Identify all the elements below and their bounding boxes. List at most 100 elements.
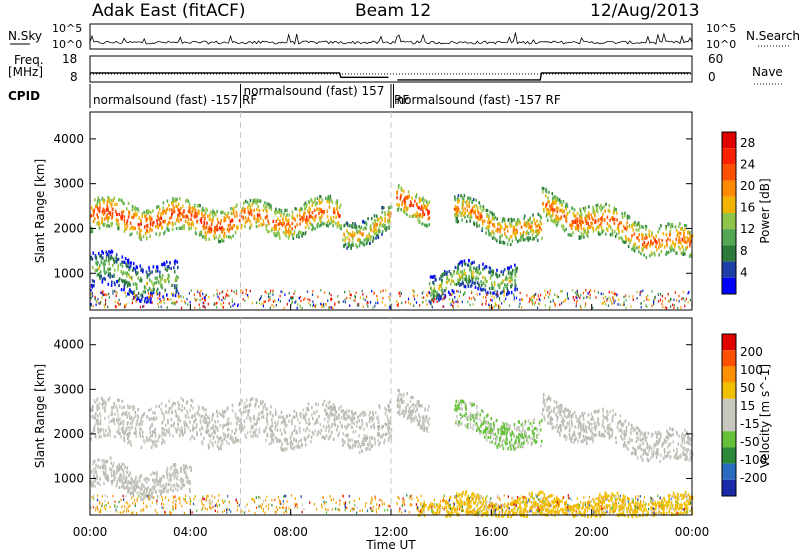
power-cell [454,283,456,286]
power-noise-cell [105,303,106,306]
velocity-cell [241,414,243,417]
velocity-cell [123,437,125,440]
power-cell [267,219,269,222]
power-cell [283,214,285,217]
velocity-cell [100,414,102,417]
power-cell [504,228,506,231]
velocity-cell [362,441,364,444]
power-noise-cell [681,298,682,301]
power-cell [258,224,260,227]
velocity-cell [202,406,204,409]
power-noise-cell [658,300,659,303]
power-noise-cell [259,299,260,302]
power-noise-cell [576,305,577,308]
power-noise-cell [91,303,92,306]
power-noise-cell [617,303,618,306]
velocity-cell [293,416,295,419]
velocity-cell [254,417,256,420]
power-cell [256,225,258,228]
velocity-cell [354,422,356,425]
power-cell [109,258,111,261]
velocity-cell [476,422,478,425]
power-cell [689,255,691,258]
velocity-cell [208,443,210,446]
power-noise-cell [250,290,251,293]
power-cell [328,197,330,200]
power-cell [364,221,366,224]
power-cell [146,270,148,273]
power-cell [241,210,243,213]
power-noise-cell [577,292,578,295]
power-cell [558,207,560,210]
power-cell [452,289,454,292]
velocity-cell [534,427,536,430]
power-cell [416,203,418,206]
power-cell [422,222,424,225]
power-cell [458,281,460,284]
power-cell [217,218,219,221]
velocity-cell [255,403,257,406]
power-cell [635,221,637,224]
power-cell [638,245,640,248]
power-cell [229,228,231,231]
velocity-cell [311,414,313,417]
power-cell [161,276,163,279]
power-cell [179,197,181,200]
power-cell [212,209,214,212]
velocity-cell [275,425,277,428]
power-noise-cell [284,294,285,297]
velocity-cell [102,406,104,409]
power-cell [312,211,314,214]
power-noise-cell [383,290,384,293]
velocity-cell [300,446,302,449]
power-cell [362,233,364,236]
power-noise-cell [389,296,390,299]
power-cell [587,222,589,225]
power-cell [258,220,260,223]
power-noise-cell [501,302,502,305]
velocity-cell [403,415,405,418]
velocity-cell [162,438,164,441]
velocity-cell [241,426,243,429]
power-cell [457,214,459,217]
power-noise-cell [132,302,133,305]
velocity-cell [192,407,194,410]
power-cell [127,265,129,268]
power-cell [552,205,554,208]
velocity-cell [334,406,336,409]
power-cell [561,204,563,207]
power-cell [269,204,271,207]
velocity-cell [190,429,192,432]
power-noise-cell [159,298,160,301]
power-cell [541,228,543,231]
power-cell [559,209,561,212]
velocity-cell [250,417,252,420]
power-cell [158,211,160,214]
power-noise-cell [640,302,641,305]
velocity-cell [422,419,424,422]
power-cell [536,220,538,223]
power-cell [381,219,383,222]
velocity-cell [202,427,204,430]
power-cell [617,225,619,228]
power-cell [411,204,413,207]
power-noise-cell [417,294,418,297]
velocity-cell [349,416,351,419]
power-cell [330,195,332,198]
power-cell [218,240,220,243]
power-noise-cell [304,297,305,300]
power-noise-cell [161,301,162,304]
velocity-cell [96,422,98,425]
velocity-cell [327,420,329,423]
plot-title: Adak East (fitACF) [92,1,246,21]
power-noise-cell [399,292,400,295]
velocity-cell [194,427,196,430]
power-cell [619,222,621,225]
power-noise-cell [644,300,645,303]
power-noise-cell [572,289,573,292]
power-noise-cell [422,291,423,294]
power-cell [510,225,512,228]
power-noise-cell [234,291,235,294]
power-noise-cell [583,292,584,295]
nave-label: Nave [752,65,783,79]
